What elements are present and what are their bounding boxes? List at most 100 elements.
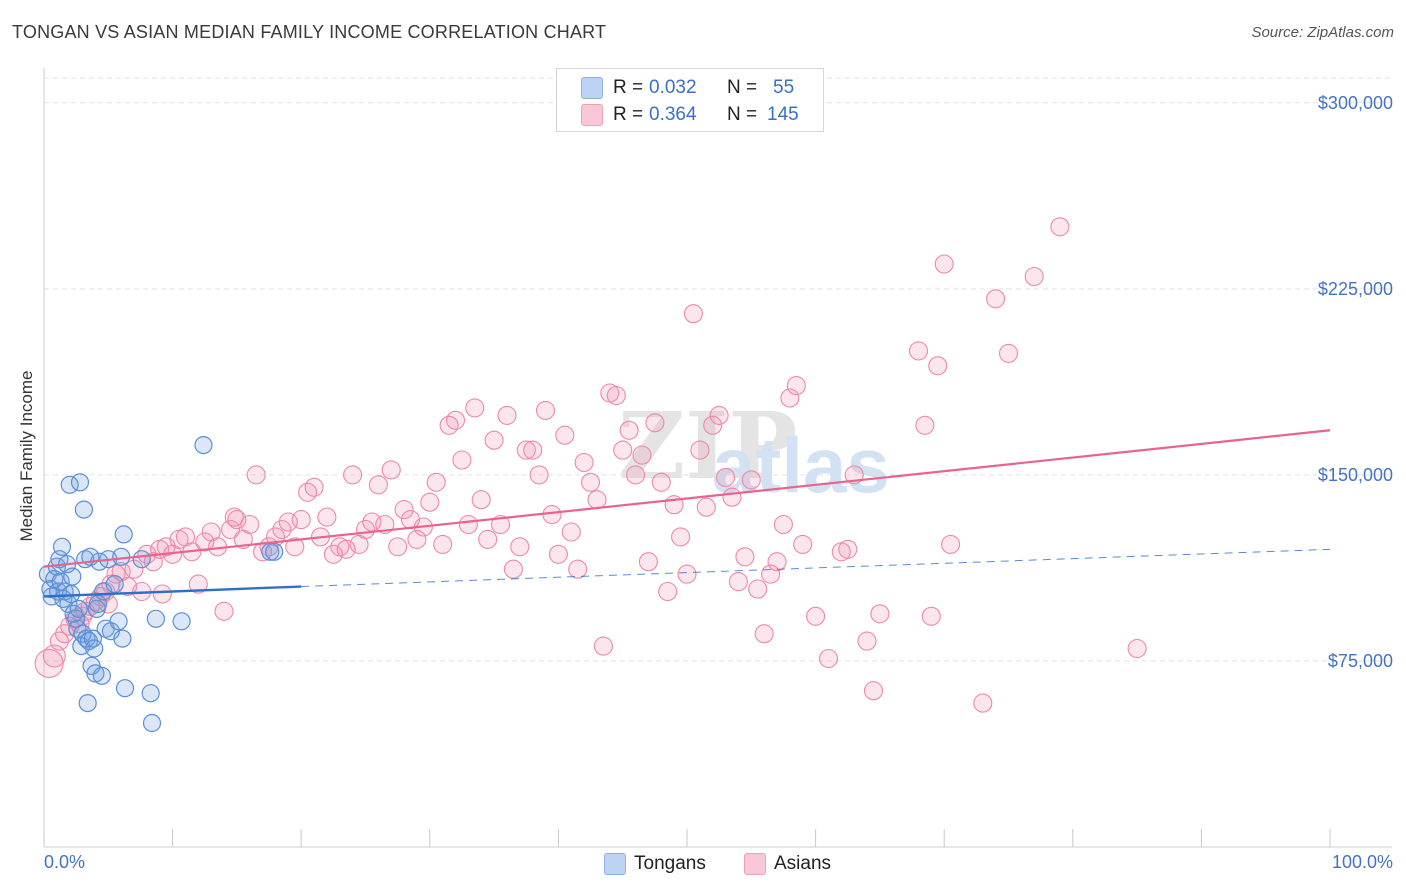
tongans-point xyxy=(141,684,160,703)
asians-point xyxy=(645,413,665,433)
asians-point xyxy=(941,534,961,554)
tongans-point xyxy=(146,609,165,628)
y-tick-labels: $75,000 $150,000 $225,000 $300,000 xyxy=(1318,93,1393,671)
asians-point xyxy=(568,559,588,579)
asians-point xyxy=(748,579,768,599)
asians-point xyxy=(709,405,729,425)
tongans-point xyxy=(78,693,97,713)
y-tick-label: $225,000 xyxy=(1318,279,1393,299)
asians-point xyxy=(773,514,793,535)
asians-point xyxy=(838,539,858,559)
asians-point xyxy=(458,514,478,535)
asians-point xyxy=(323,544,343,564)
asians-point xyxy=(516,440,536,460)
y-tick-label: $300,000 xyxy=(1318,93,1393,113)
asians-point xyxy=(503,559,523,579)
tongans-point xyxy=(105,574,124,594)
asians-point xyxy=(445,410,466,430)
tongans-point xyxy=(51,572,70,591)
tongans-trend-line xyxy=(43,585,302,598)
asians-swatch xyxy=(581,104,603,126)
tongans-point xyxy=(132,550,151,569)
y-tick-label: $75,000 xyxy=(1328,651,1393,671)
asians-trend-line xyxy=(43,429,1331,568)
asians-legend-swatch xyxy=(744,853,766,875)
tongans-point xyxy=(63,567,82,586)
asians-point xyxy=(818,648,839,669)
asians-point xyxy=(561,522,581,542)
correlation-legend: R = 0.032 N = 55 R = 0.364 N = 145 xyxy=(556,68,824,132)
asians-point xyxy=(626,465,646,485)
asians-points xyxy=(34,217,1147,713)
asians-point xyxy=(934,254,954,274)
tongans-legend-swatch xyxy=(604,853,626,875)
asians-point xyxy=(143,552,163,572)
asians-point xyxy=(240,514,260,535)
n-value: 145 xyxy=(767,104,799,125)
asians-point xyxy=(735,547,755,567)
axes xyxy=(43,68,1392,848)
asians-point xyxy=(580,472,601,492)
asians-point xyxy=(433,534,453,554)
tongans-point xyxy=(69,599,88,619)
asians-point xyxy=(497,405,517,425)
asians-point xyxy=(857,631,877,651)
n-label: N = xyxy=(727,77,758,98)
asians-point xyxy=(593,636,613,656)
asians-point xyxy=(407,529,427,549)
asians-point xyxy=(124,559,144,579)
asians-point xyxy=(471,490,491,510)
asians-point xyxy=(690,440,710,460)
tongans-points xyxy=(38,436,284,733)
asians-point xyxy=(587,490,607,510)
grid xyxy=(44,77,1392,662)
asians-point xyxy=(786,376,806,396)
tongans-point xyxy=(114,525,133,544)
tongans-swatch xyxy=(581,77,603,99)
asians-point xyxy=(478,529,498,549)
asians-point xyxy=(696,497,716,517)
watermark-atlas-text: atlas xyxy=(712,421,890,509)
tongans-point xyxy=(70,473,90,492)
asians-point xyxy=(452,450,472,470)
asians-point xyxy=(767,552,787,572)
asians-point xyxy=(214,601,234,621)
tongans-point xyxy=(64,604,83,623)
asians-point xyxy=(973,693,993,713)
asians-point xyxy=(381,460,401,480)
asians-point xyxy=(728,572,748,592)
asians-point xyxy=(1127,638,1147,659)
asians-point xyxy=(439,415,459,435)
asians-point xyxy=(986,289,1006,309)
asians-point xyxy=(741,470,761,490)
asians-point xyxy=(298,482,318,502)
asians-point xyxy=(780,388,800,408)
asians-point xyxy=(574,452,594,473)
r-value: 0.364 xyxy=(649,104,697,125)
asians-point xyxy=(465,398,485,418)
asians-point xyxy=(793,534,813,554)
asians-point xyxy=(291,510,311,530)
chart-title: TONGAN VS ASIAN MEDIAN FAMILY INCOME COR… xyxy=(12,22,607,42)
trend-lines xyxy=(43,429,1331,598)
x-tick-label-min: 0.0% xyxy=(44,852,86,872)
asians-point xyxy=(1050,217,1070,237)
asians-point xyxy=(671,527,691,547)
tongans-point xyxy=(172,612,191,631)
asians-point xyxy=(510,537,530,557)
asians-point xyxy=(523,440,543,460)
asians-legend-label: Asians xyxy=(774,853,832,874)
asians-point xyxy=(677,564,697,584)
asians-point xyxy=(420,492,440,512)
asians-point xyxy=(870,604,890,624)
asians-point xyxy=(908,341,929,361)
tongans-point xyxy=(92,666,112,685)
asians-point xyxy=(535,400,556,420)
asians-point xyxy=(529,465,549,485)
asians-point xyxy=(272,519,292,540)
asians-point xyxy=(928,356,948,376)
tongans-point xyxy=(85,639,104,658)
tongans-point xyxy=(142,713,162,733)
asians-point xyxy=(606,385,626,406)
x-tick-label-max: 100.0% xyxy=(1331,852,1393,872)
